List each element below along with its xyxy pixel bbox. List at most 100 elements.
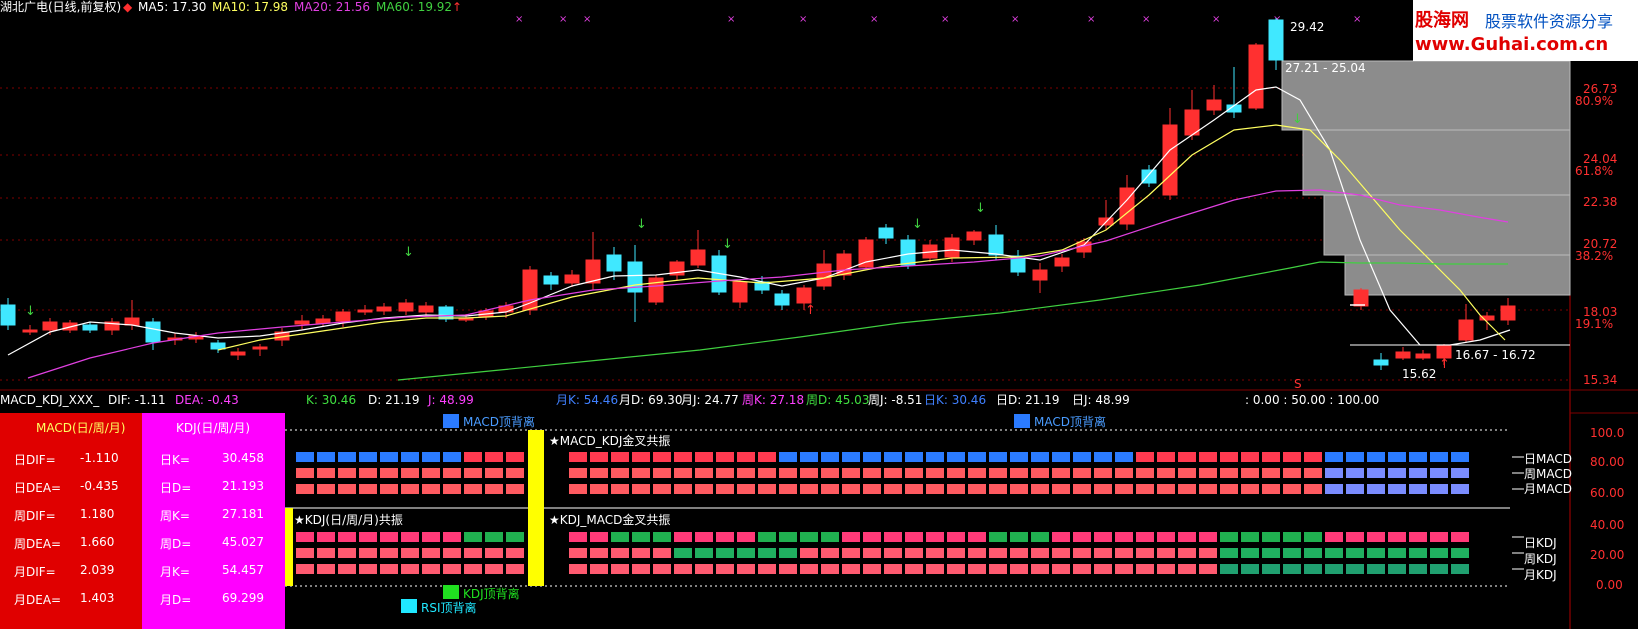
macd-divergence-marker	[443, 414, 459, 428]
w-macd-block	[611, 468, 629, 478]
m-macd-block	[1178, 484, 1196, 494]
macd-row-label: 周DIF=	[14, 509, 56, 523]
ma60-line	[397, 261, 1508, 381]
d-kdj-block	[1304, 532, 1322, 542]
kdj-row-value: 30.458	[222, 451, 264, 465]
kdj-row-value: 21.193	[222, 479, 264, 493]
down-candle	[1141, 169, 1157, 184]
w-macd-block	[1136, 468, 1154, 478]
down-candle	[1373, 359, 1389, 366]
m-macd-block	[905, 484, 923, 494]
up-candle	[376, 306, 392, 312]
w-kdj-block	[464, 548, 482, 558]
m-macd-block	[1136, 484, 1154, 494]
ma20-label: MA20: 21.56	[294, 0, 371, 14]
kdj-row-label: 日K=	[160, 453, 190, 467]
month-k-value: 月K: 54.46	[556, 393, 619, 407]
m-macd-block	[1073, 484, 1091, 494]
m-macd-block	[926, 484, 944, 494]
w-macd-block	[359, 468, 377, 478]
down-candle	[1010, 255, 1026, 273]
w-macd-block	[695, 468, 713, 478]
w-kdj-block	[968, 548, 986, 558]
m-macd-block	[800, 484, 818, 494]
d-macd-block	[296, 452, 314, 462]
up-candle	[1206, 99, 1222, 111]
d-kdj-block	[653, 532, 671, 542]
up-candle	[1353, 289, 1369, 307]
d-macd-block	[1052, 452, 1070, 462]
w-macd-block	[800, 468, 818, 478]
d-kdj-block	[884, 532, 902, 542]
w-kdj-block	[485, 548, 503, 558]
lower-axis-0: 0.00	[1596, 578, 1623, 592]
m-kdj-block	[863, 564, 881, 574]
m-kdj-block	[464, 564, 482, 574]
d-kdj-block	[737, 532, 755, 542]
w-macd-block	[569, 468, 587, 478]
w-macd-block	[506, 468, 524, 478]
d-macd-block	[1430, 452, 1448, 462]
m-kdj-block	[821, 564, 839, 574]
w-kdj-block	[569, 548, 587, 558]
d-macd-block	[1157, 452, 1175, 462]
d-kdj-block	[1010, 532, 1028, 542]
w-kdj-block	[380, 548, 398, 558]
kdj-row-value: 45.027	[222, 535, 264, 549]
m-macd-block	[1115, 484, 1133, 494]
w-kdj-block	[674, 548, 692, 558]
d-macd-block	[317, 452, 335, 462]
m-macd-block	[968, 484, 986, 494]
w-macd-block	[1430, 468, 1448, 478]
macd-row-value: -0.435	[80, 479, 119, 493]
m-kdj-block	[485, 564, 503, 574]
w-kdj-block	[359, 548, 377, 558]
w-kdj-block	[317, 548, 335, 558]
row-label-d-kdj: 日KDJ	[1524, 536, 1557, 550]
d-macd-block	[1325, 452, 1343, 462]
m-macd-block	[1346, 484, 1364, 494]
d-macd-block	[842, 452, 860, 462]
d-kdj-block	[800, 532, 818, 542]
ma20-line	[27, 189, 1509, 379]
macd-row-value: 1.660	[80, 535, 115, 549]
w-kdj-block	[989, 548, 1007, 558]
m-kdj-block	[989, 564, 1007, 574]
signal-x-mark: ×	[799, 14, 807, 25]
up-candle	[398, 302, 414, 312]
d-kdj-block	[632, 532, 650, 542]
ma60-label: MA60: 19.92	[376, 0, 453, 14]
m-kdj-block	[758, 564, 776, 574]
week-d-value: 周D: 45.03	[806, 393, 870, 407]
d-macd-block	[1283, 452, 1301, 462]
m-kdj-block	[716, 564, 734, 574]
ma60-up-icon: ↑	[452, 0, 463, 14]
w-macd-block	[674, 468, 692, 478]
lower-axis-40: 40.00	[1590, 518, 1625, 532]
fibonacci-zone	[1323, 194, 1571, 256]
d-macd-block	[779, 452, 797, 462]
m-macd-block	[380, 484, 398, 494]
m-macd-block	[506, 484, 524, 494]
kdj-row-label: 月K=	[160, 565, 190, 579]
up-candle	[966, 231, 982, 241]
kdj-macd-cross-label: ★KDJ_MACD金叉共振	[549, 513, 671, 527]
m-kdj-block	[1241, 564, 1259, 574]
macd-panel-title: MACD(日/周/月)	[36, 421, 126, 435]
w-macd-block	[590, 468, 608, 478]
d-kdj-block	[422, 532, 440, 542]
signal-column	[285, 508, 293, 586]
signal-x-mark: ×	[1353, 14, 1361, 25]
dea-value: DEA: -0.43	[175, 393, 239, 407]
m-macd-block	[1010, 484, 1028, 494]
up-candle	[252, 346, 268, 350]
w-kdj-block	[443, 548, 461, 558]
w-kdj-block	[611, 548, 629, 558]
d-macd-block	[422, 452, 440, 462]
m-macd-block	[947, 484, 965, 494]
m-kdj-block	[905, 564, 923, 574]
up-candle	[42, 321, 58, 331]
down-candle	[210, 342, 226, 350]
up-candle	[1395, 351, 1411, 359]
